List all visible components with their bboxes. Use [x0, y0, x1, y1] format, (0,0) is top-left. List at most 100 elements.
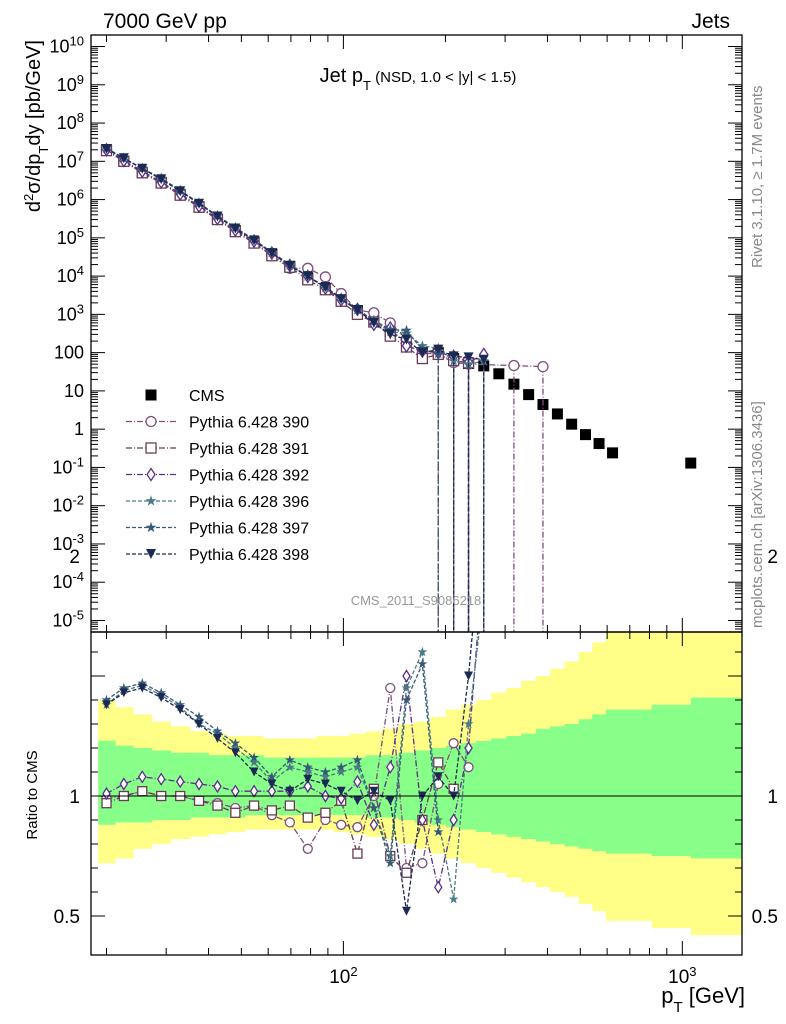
header-left: 7000 GeV pp: [103, 10, 227, 33]
data-point: [369, 818, 379, 832]
data-point: [417, 858, 428, 869]
data-point: [385, 682, 396, 694]
data-point: [137, 678, 148, 688]
series-line: [106, 150, 469, 364]
data-point: [478, 354, 489, 365]
data-point: [284, 817, 295, 828]
data-point: [566, 418, 578, 430]
data-point: [401, 334, 412, 345]
data-point: [369, 802, 379, 813]
data-point: [401, 867, 412, 878]
data-point: [284, 762, 295, 772]
data-point: [284, 260, 295, 271]
data-point: [417, 658, 428, 669]
data-point: [231, 784, 240, 798]
y-tick-label: 105: [57, 224, 84, 248]
legend-label: Pythia 6.428 390: [189, 415, 309, 432]
data-point: [401, 327, 412, 338]
data-point: [336, 766, 347, 777]
data-point: [352, 754, 363, 765]
data-point: [101, 143, 112, 154]
x-tick-label: 102: [329, 964, 357, 989]
y-tick-label: 1010: [50, 33, 85, 57]
ratio-y-axis-label: Ratio to CMS: [24, 750, 41, 839]
ratio-band-bin: [690, 697, 742, 859]
data-point: [319, 271, 332, 283]
data-point: [249, 235, 260, 246]
y-tick-label: 107: [57, 148, 84, 172]
y-tick-label: 10-1: [52, 454, 84, 478]
data-point: [352, 305, 363, 316]
data-point: [402, 669, 411, 683]
data-point: [146, 549, 156, 559]
data-point: [175, 774, 185, 789]
data-point: [249, 752, 259, 762]
data-point: [302, 762, 313, 772]
data-point: [508, 359, 520, 372]
data-point: [266, 805, 277, 816]
series-line: [106, 149, 485, 363]
data-point: [194, 711, 204, 721]
y-tick-label: 10: [64, 381, 84, 401]
data-point: [401, 682, 412, 693]
data-point: [433, 757, 444, 768]
data-point: [266, 248, 277, 259]
data-point: [302, 843, 313, 854]
axes-ticks: 102 10310-510-410-310-210-111010010310410…: [50, 33, 779, 988]
data-point: [303, 779, 313, 794]
data-point: [386, 760, 395, 774]
data-point: [230, 748, 240, 758]
data-point: [284, 754, 295, 765]
data-point: [156, 693, 166, 703]
data-point: [118, 153, 129, 164]
data-point: [433, 826, 444, 837]
ratio-band-bin: [98, 740, 116, 825]
data-point: [248, 800, 260, 811]
data-point: [537, 361, 549, 373]
data-point: [156, 174, 167, 185]
data-point: [156, 772, 166, 786]
ratio-tick-label: 1: [767, 787, 778, 808]
data-point: [551, 408, 563, 420]
legend-label: Pythia 6.428 391: [189, 441, 309, 458]
data-point: [336, 786, 346, 796]
data-point: [194, 198, 205, 209]
data-point: [102, 700, 112, 710]
y-tick-label: 10-4: [52, 569, 84, 593]
data-point: [145, 415, 157, 428]
ratio-band-bin: [535, 728, 551, 842]
series-1: [100, 144, 549, 632]
data-point: [145, 521, 157, 533]
legend-label: CMS: [189, 388, 225, 405]
data-point: [249, 767, 259, 777]
data-point: [193, 795, 205, 806]
data-point: [320, 281, 331, 292]
data-point: [230, 742, 241, 753]
data-point: [303, 774, 313, 784]
main-plot-frame: [90, 34, 743, 633]
data-point: [194, 719, 204, 729]
data-point: [593, 438, 605, 450]
data-point: [336, 762, 347, 772]
data-point: [212, 733, 222, 743]
data-point: [369, 786, 379, 796]
legend: CMS Pythia 6.428 390 Pythia 6.428 391 Pythi…: [126, 388, 309, 564]
ratio-band-bin: [414, 750, 431, 823]
y-tick-label: 104: [57, 263, 84, 287]
y-tick-label: 10-5: [52, 607, 84, 631]
data-point: [685, 457, 697, 469]
data-point: [302, 271, 313, 282]
series-line: [106, 149, 543, 368]
data-point: [580, 429, 592, 441]
data-point: [101, 694, 112, 705]
data-point: [212, 726, 223, 736]
data-point: [230, 807, 241, 818]
main-series-group: [100, 142, 697, 632]
data-point: [145, 495, 157, 506]
data-point: [118, 682, 129, 693]
data-point: [146, 467, 156, 482]
data-point: [249, 757, 259, 767]
ratio-tick-label: 0.5: [752, 907, 778, 928]
data-point: [175, 186, 186, 197]
data-point: [145, 442, 157, 454]
